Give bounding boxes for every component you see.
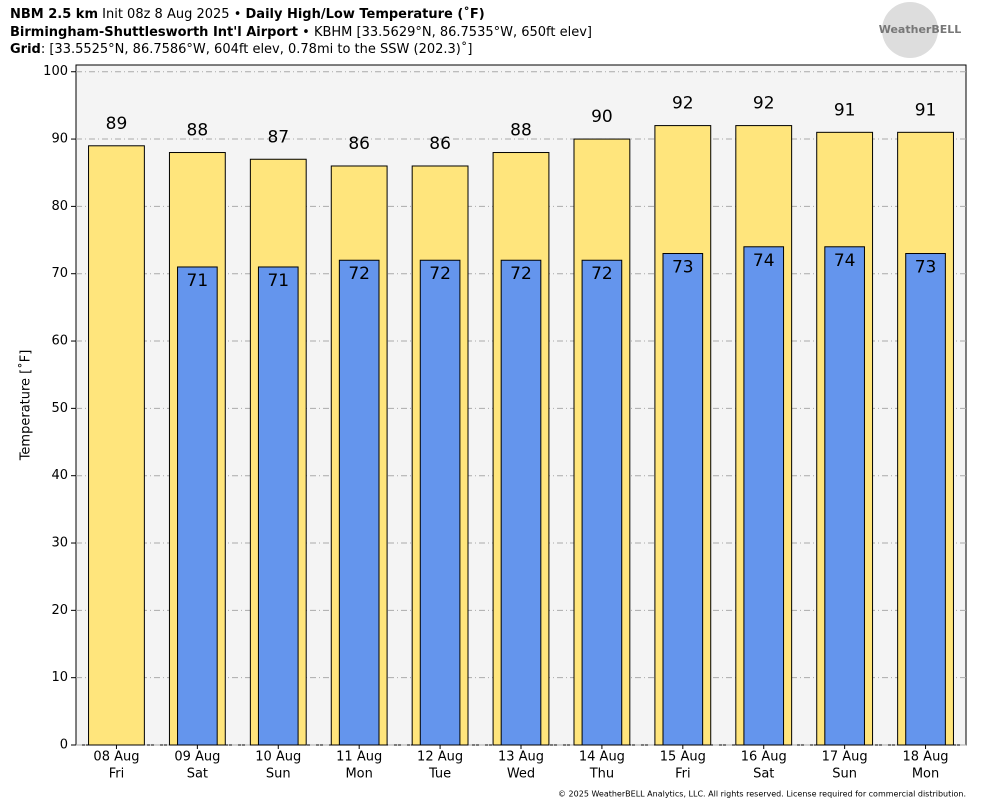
value-label: 73 [915, 258, 937, 278]
product: Daily High/Low Temperature (˚F) [246, 6, 485, 22]
value-label: 74 [834, 251, 856, 271]
x-tick-label: 13 Aug [498, 750, 544, 765]
bar [257, 266, 299, 746]
value-label: 72 [591, 264, 613, 284]
station: Birmingham-Shuttlesworth Int'l Airport [10, 25, 298, 40]
x-tick-label: 09 Aug [174, 750, 220, 765]
value-label: 88 [510, 121, 532, 141]
value-label: 71 [187, 271, 209, 291]
y-tick-label: 90 [51, 132, 68, 147]
x-tick-label: 18 Aug [903, 750, 949, 765]
value-label: 92 [672, 94, 694, 114]
x-tick-label: 08 Aug [93, 750, 139, 765]
bar [824, 246, 865, 746]
value-label: 73 [672, 258, 694, 278]
logo: WeatherBELL [879, 23, 962, 36]
value-label: 87 [267, 127, 289, 147]
bar [662, 253, 704, 746]
y-axis-label: Temperature [˚F] [18, 350, 34, 462]
x-tick-label: Fri [109, 767, 125, 782]
station-info: • KBHM [33.5629°N, 86.7535°W, 650ft elev… [298, 25, 592, 40]
x-tick-label: 17 Aug [822, 750, 868, 765]
y-tick-label: 40 [51, 468, 68, 483]
value-label: 74 [753, 251, 775, 271]
x-tick-label: Sat [753, 767, 774, 782]
value-label: 91 [834, 100, 856, 120]
y-tick-label: 10 [51, 670, 68, 685]
bar [500, 259, 542, 746]
y-tick-label: 80 [51, 199, 68, 214]
header-line-1: NBM 2.5 km Init 08z 8 Aug 2025 • Daily H… [10, 6, 485, 22]
x-tick-label: 14 Aug [579, 750, 625, 765]
value-label: 72 [348, 264, 370, 284]
value-label: 71 [267, 271, 289, 291]
value-label: 90 [591, 107, 613, 127]
bar [905, 253, 946, 746]
x-tick-label: 11 Aug [336, 750, 382, 765]
y-tick-label: 60 [51, 334, 68, 349]
x-tick-label: Sun [266, 767, 291, 782]
x-tick-label: Wed [507, 767, 535, 782]
bar [88, 145, 145, 746]
init: Init 08z 8 Aug 2025 • [102, 7, 241, 22]
value-label: 86 [429, 134, 451, 154]
value-label: 72 [510, 264, 532, 284]
y-tick-label: 70 [51, 266, 68, 281]
value-label: 89 [106, 114, 128, 134]
model: NBM 2.5 km [10, 7, 98, 22]
value-label: 88 [187, 121, 209, 141]
header-line-2: Birmingham-Shuttlesworth Int'l Airport •… [10, 25, 592, 40]
x-tick-label: Fri [675, 767, 691, 782]
y-tick-label: 50 [51, 401, 68, 416]
value-label: 86 [348, 134, 370, 154]
header-line-3: Grid: [33.5525°N, 86.7586°W, 604ft elev,… [10, 41, 472, 57]
bar [419, 259, 461, 746]
x-tick-label: Mon [345, 767, 372, 782]
y-tick-label: 100 [43, 64, 68, 79]
y-tick-label: 0 [60, 738, 68, 753]
grid-info: : [33.5525°N, 86.7586°W, 604ft elev, 0.7… [41, 41, 473, 57]
bar [743, 246, 785, 746]
value-label: 72 [429, 264, 451, 284]
value-label: 92 [753, 94, 775, 114]
logo-circle [882, 2, 938, 58]
footer: © 2025 WeatherBELL Analytics, LLC. All r… [558, 790, 966, 799]
x-tick-label: Thu [589, 767, 614, 782]
x-tick-label: Mon [912, 767, 939, 782]
y-tick-label: 30 [51, 536, 68, 551]
x-tick-label: Sun [832, 767, 857, 782]
bar [581, 259, 623, 746]
value-label: 91 [915, 100, 937, 120]
bar [338, 259, 380, 746]
x-tick-label: Sat [187, 767, 208, 782]
x-tick-label: Tue [428, 767, 451, 782]
x-tick-label: 16 Aug [741, 750, 787, 765]
grid-label: Grid [10, 42, 41, 57]
x-tick-label: 12 Aug [417, 750, 463, 765]
x-tick-label: 10 Aug [255, 750, 301, 765]
bar [177, 266, 218, 746]
y-tick-label: 20 [51, 603, 68, 618]
x-tick-label: 15 Aug [660, 750, 706, 765]
